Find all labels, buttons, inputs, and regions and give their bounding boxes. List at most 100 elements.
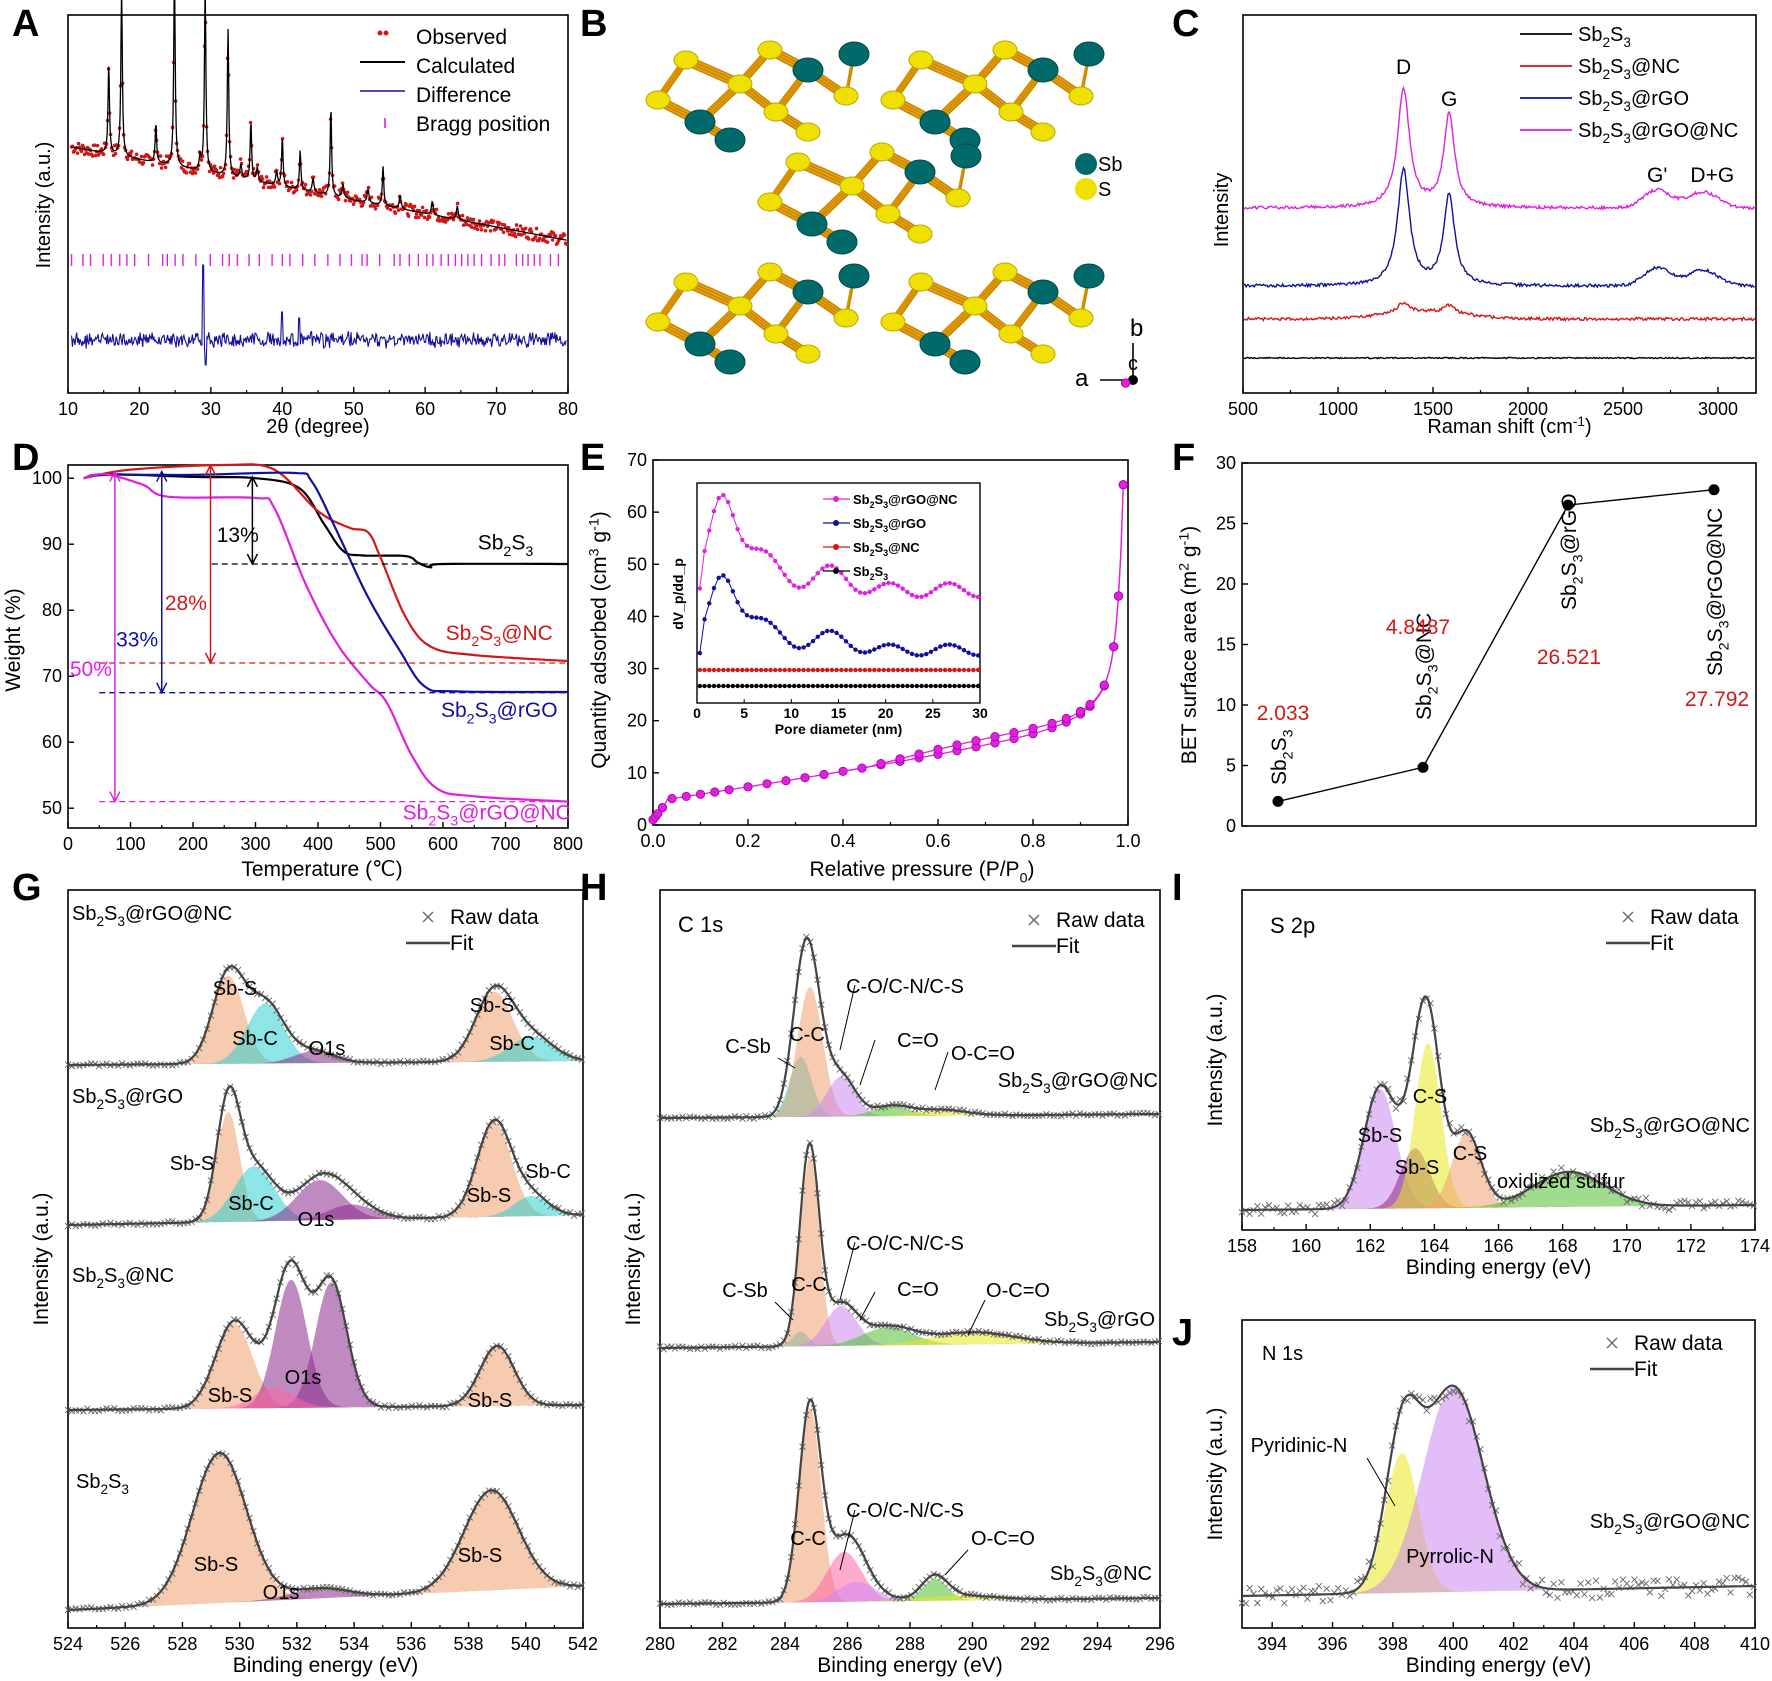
x-tick-label: 406 bbox=[1619, 1634, 1649, 1654]
text-part: -1 bbox=[1573, 414, 1585, 429]
text-part: S bbox=[104, 1265, 117, 1287]
inset-series-point bbox=[966, 667, 971, 673]
text-part: S bbox=[1622, 1115, 1635, 1137]
text-part: 3 bbox=[587, 548, 603, 556]
text-part: C-S bbox=[1453, 1143, 1487, 1165]
desorption-point bbox=[1118, 480, 1128, 490]
inset-series-point bbox=[707, 667, 712, 673]
text-part: 3 bbox=[1623, 35, 1631, 50]
panel-label-c: C bbox=[1172, 3, 1199, 45]
legend: Observed Calculated Difference Bragg positi… bbox=[360, 26, 550, 136]
text-part: 500 bbox=[1228, 399, 1258, 419]
panel-j: 394 396 398 400 402 404 406 408 410 Binding energ… bbox=[1204, 1319, 1770, 1677]
raw-data-point bbox=[1288, 1585, 1296, 1593]
text-part: 3 bbox=[883, 524, 888, 534]
panel-g: 524 526 528 530 532 534 536 538 540 542 Binding en… bbox=[30, 889, 598, 1677]
panel-label-e: E bbox=[580, 437, 605, 479]
observed-point bbox=[420, 205, 425, 210]
text-part: Weight (%) bbox=[2, 588, 25, 691]
text-part: Sb-S bbox=[1395, 1157, 1439, 1179]
inset-series-point bbox=[867, 683, 872, 689]
observed-point bbox=[75, 151, 80, 155]
text-part: 524 bbox=[53, 1634, 83, 1654]
observed-point bbox=[274, 168, 279, 173]
text-part: 30 bbox=[1216, 453, 1236, 473]
text-part: 13% bbox=[217, 524, 259, 547]
text-part: 540 bbox=[511, 1634, 541, 1654]
text-part: Sb bbox=[1704, 650, 1727, 676]
y-tick-label: 30 bbox=[627, 659, 647, 679]
peak-label-g: G bbox=[1441, 88, 1457, 111]
observed-point bbox=[507, 232, 512, 237]
x-tick-label: 500 bbox=[365, 834, 395, 854]
text-part: S bbox=[436, 801, 450, 824]
raw-data-point bbox=[1723, 1574, 1731, 1582]
fit-component bbox=[660, 1327, 1160, 1348]
category-label: Sb2S3@NC bbox=[1413, 613, 1441, 720]
inset-series-point bbox=[782, 572, 787, 577]
text-part: O-C=O bbox=[971, 1528, 1035, 1550]
panel-label-j: J bbox=[1172, 1312, 1193, 1354]
inset-series-point bbox=[725, 499, 731, 505]
category-label: Sb2S3 bbox=[1268, 729, 1296, 785]
inset-series-point bbox=[966, 591, 971, 596]
inset-series-point bbox=[952, 582, 957, 587]
observed-point bbox=[351, 202, 356, 207]
adsorption-point bbox=[657, 803, 668, 813]
text-part: 30 bbox=[201, 399, 221, 419]
text-part: 20 bbox=[1216, 574, 1236, 594]
text-part: 172 bbox=[1676, 1236, 1706, 1256]
text-part: 33% bbox=[116, 629, 158, 652]
text-part: 2 bbox=[870, 572, 875, 582]
inset-series-point bbox=[744, 667, 750, 673]
inset-series-point bbox=[872, 587, 877, 592]
inset-series-point bbox=[711, 509, 717, 514]
raw-data-point bbox=[1527, 1585, 1534, 1592]
peak-label-d-plus-g: D+G bbox=[1690, 164, 1734, 187]
text-part: 396 bbox=[1318, 1634, 1348, 1654]
raw-data-point bbox=[1392, 1105, 1400, 1112]
observed-point bbox=[317, 188, 322, 192]
text-part: 40 bbox=[627, 606, 647, 626]
legend-entry: Raw data bbox=[1056, 909, 1145, 932]
annotation-label: Sb-S bbox=[208, 1385, 252, 1407]
s-atom bbox=[962, 74, 988, 94]
leader-line bbox=[774, 1301, 794, 1321]
inset-series-point bbox=[924, 667, 929, 673]
desorption-point bbox=[876, 759, 886, 769]
loss-arrow-nc-head bbox=[204, 463, 217, 476]
text-part: C-C bbox=[790, 1528, 826, 1550]
x-tick-label: 500 bbox=[1228, 399, 1258, 419]
inset-series-point bbox=[862, 590, 868, 596]
text-part: A bbox=[12, 3, 39, 45]
series-label: Sb2S3@rGO@NC bbox=[72, 903, 232, 929]
text-part: 404 bbox=[1559, 1634, 1589, 1654]
observed-point bbox=[416, 215, 421, 220]
raw-data-point bbox=[1546, 1177, 1554, 1185]
inset-series-point bbox=[839, 570, 844, 576]
inset-series-point bbox=[914, 683, 919, 689]
inset-series-point bbox=[754, 667, 759, 673]
inset-series-point bbox=[768, 553, 773, 558]
y-tick-label: 80 bbox=[42, 600, 62, 620]
sb-atom bbox=[684, 109, 716, 135]
text-part: Binding energy (eV) bbox=[1406, 1654, 1592, 1677]
raw-data-point bbox=[1242, 1600, 1250, 1607]
inset-series-point bbox=[716, 683, 721, 689]
text-part: 280 bbox=[645, 1634, 675, 1654]
text-part: Sb bbox=[1098, 154, 1122, 176]
plot-frame bbox=[1241, 462, 1757, 827]
text-part: S bbox=[875, 516, 884, 531]
text-part: @rGO@NC bbox=[1643, 1115, 1750, 1137]
inset-series-point bbox=[961, 683, 967, 689]
inset-series-point bbox=[711, 585, 717, 591]
inset-series-point bbox=[801, 667, 806, 673]
adsorption-point bbox=[653, 809, 663, 819]
text-part: @rGO@NC bbox=[888, 492, 958, 507]
inset-series-point bbox=[919, 667, 924, 673]
inset-series-point bbox=[796, 645, 802, 651]
text-part: 300 bbox=[240, 834, 270, 854]
annotation-label: O1s bbox=[285, 1367, 322, 1389]
text-part: 3 bbox=[1089, 1320, 1097, 1335]
s-atom bbox=[645, 90, 671, 110]
